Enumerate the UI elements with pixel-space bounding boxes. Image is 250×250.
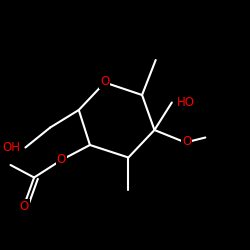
Text: O: O bbox=[20, 200, 29, 213]
Text: O: O bbox=[182, 135, 191, 148]
Text: O: O bbox=[100, 75, 110, 88]
Text: O: O bbox=[57, 153, 66, 166]
Text: HO: HO bbox=[177, 96, 195, 109]
Text: OH: OH bbox=[2, 141, 20, 154]
